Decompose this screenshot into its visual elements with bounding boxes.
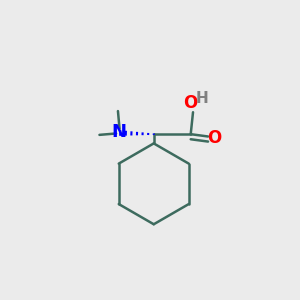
Text: N: N	[111, 123, 126, 141]
Text: O: O	[207, 129, 221, 147]
Text: O: O	[184, 94, 198, 112]
Text: H: H	[196, 91, 208, 106]
